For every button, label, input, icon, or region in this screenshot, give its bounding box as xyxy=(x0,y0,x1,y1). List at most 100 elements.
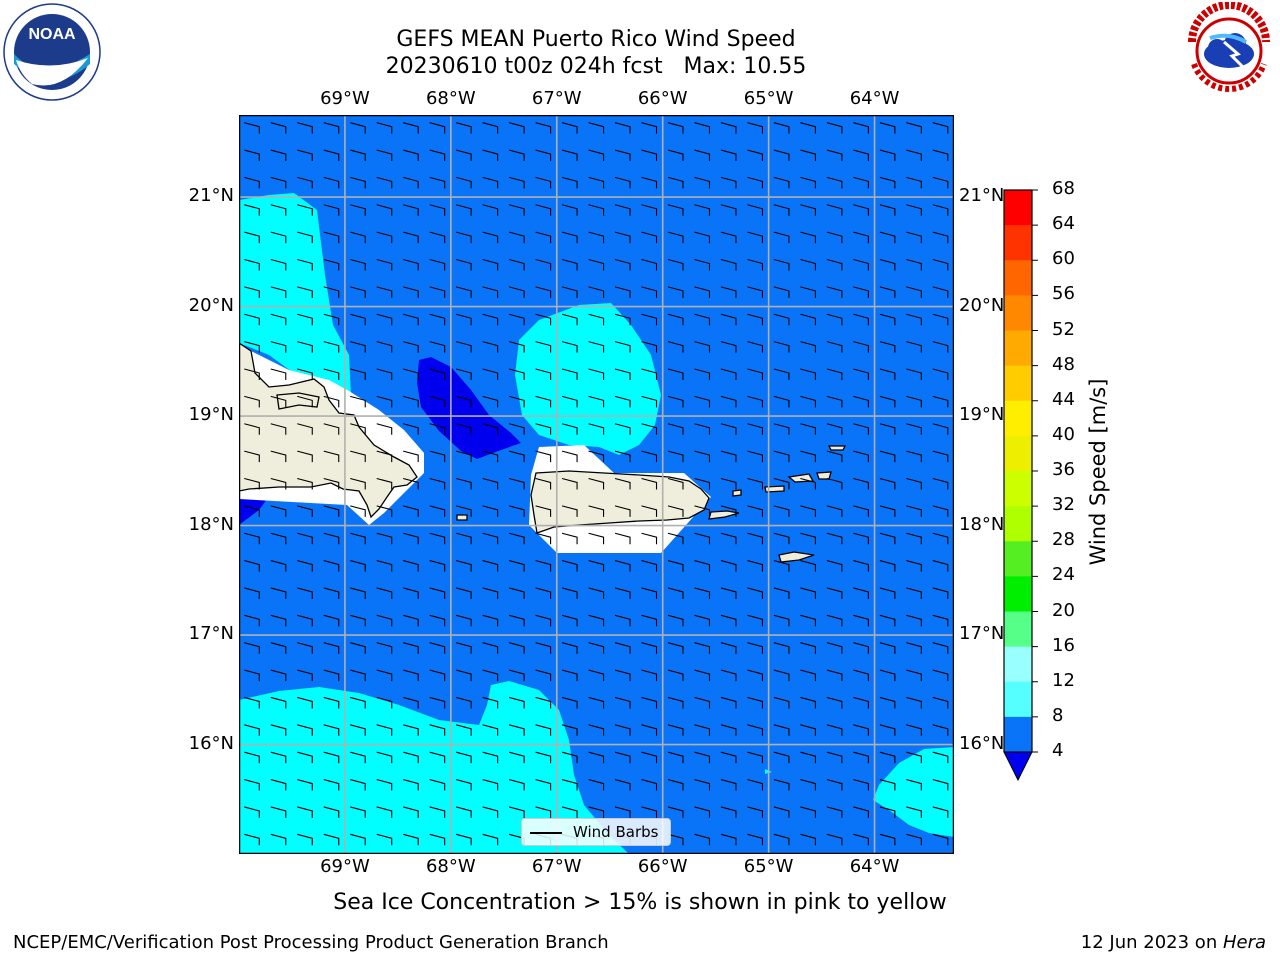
wind-barb xyxy=(614,423,631,435)
wind-barb xyxy=(667,149,684,162)
wind-barb xyxy=(244,505,260,517)
wind-barb xyxy=(588,122,605,134)
wind-barb xyxy=(906,614,922,627)
footer-date-text: 12 Jun 2023 on xyxy=(1080,932,1223,953)
wind-barb xyxy=(773,204,790,216)
wind-barb xyxy=(350,642,366,654)
wind-barb xyxy=(482,258,499,271)
wind-barb xyxy=(906,560,922,572)
wind-barb xyxy=(747,642,763,654)
wind-barb xyxy=(588,477,605,490)
wind-barb xyxy=(826,505,843,517)
colorbar-segment xyxy=(1004,681,1032,718)
wind-barb xyxy=(323,341,340,353)
wind-barb xyxy=(879,751,896,764)
wind-barb xyxy=(694,614,711,627)
wind-barb xyxy=(508,614,525,627)
wind-barb xyxy=(853,806,869,818)
wind-barb xyxy=(244,614,260,627)
wind-barb xyxy=(244,341,260,353)
wind-barb xyxy=(826,122,843,134)
wind-barb xyxy=(614,122,631,134)
wind-barb xyxy=(403,587,419,599)
wind-barb xyxy=(694,477,711,490)
wind-barb xyxy=(826,176,843,189)
wind-barb xyxy=(667,423,684,435)
wind-barb xyxy=(403,724,419,736)
wind-barb xyxy=(482,368,499,380)
latitude-label-left: 19°N xyxy=(188,404,234,426)
wind-barb xyxy=(773,751,790,764)
wind-barb xyxy=(535,231,552,244)
wind-barb xyxy=(773,560,790,572)
wind-barb xyxy=(853,423,869,435)
wind-barb xyxy=(535,395,552,408)
wind-barb xyxy=(456,258,472,271)
wind-barb xyxy=(800,313,816,326)
wind-barb xyxy=(561,532,578,545)
wind-barb xyxy=(773,231,790,244)
wind-barb xyxy=(906,395,922,408)
wind-barb xyxy=(906,669,922,682)
wind-barb xyxy=(826,258,843,271)
wind-barb xyxy=(350,505,366,517)
wind-barb xyxy=(879,341,896,353)
wind-barb xyxy=(906,149,922,162)
wind-barb xyxy=(932,286,949,298)
wind-barb xyxy=(773,614,790,627)
wind-barb xyxy=(853,505,869,517)
wind-barb xyxy=(614,696,631,709)
wind-barb xyxy=(747,341,763,353)
colorbar-tick-label: 40 xyxy=(1052,423,1075,445)
wind-barb xyxy=(694,696,711,709)
wind-barb xyxy=(482,423,499,435)
wind-barb xyxy=(906,341,922,353)
wind-barb xyxy=(667,560,684,572)
wind-barb xyxy=(297,614,313,627)
wind-barb xyxy=(720,642,737,654)
wind-barb xyxy=(429,669,446,682)
wind-barb xyxy=(482,313,499,326)
wind-barb xyxy=(482,231,499,244)
colorbar-tick-label: 20 xyxy=(1052,599,1075,621)
wind-barb xyxy=(826,833,843,846)
wind-barb xyxy=(535,368,552,380)
wind-barb xyxy=(853,532,869,545)
wind-barb xyxy=(323,724,340,736)
wind-barb xyxy=(747,751,763,764)
wind-barb xyxy=(376,341,393,353)
wind-barb xyxy=(800,122,816,134)
wind-barb xyxy=(376,368,393,380)
wind-barb xyxy=(350,477,366,490)
wind-barb xyxy=(667,669,684,682)
longitude-label-bottom: 67°W xyxy=(531,856,582,877)
wind-barb xyxy=(323,751,340,764)
wind-barb xyxy=(641,313,658,326)
wind-barb xyxy=(694,642,711,654)
wind-barb xyxy=(667,313,684,326)
map-title: GEFS MEAN Puerto Rico Wind Speed xyxy=(396,27,796,52)
wind-barb xyxy=(350,614,366,627)
wind-barb xyxy=(694,204,711,216)
wind-barb xyxy=(641,779,658,791)
wind-barb xyxy=(588,779,605,791)
latitude-label-left: 18°N xyxy=(188,513,234,535)
wind-barb xyxy=(535,696,552,709)
wind-barb xyxy=(853,286,869,298)
wind-barb xyxy=(720,286,737,298)
longitude-label-bottom: 65°W xyxy=(743,856,794,877)
wind-barb xyxy=(508,286,525,298)
wind-barb xyxy=(641,642,658,654)
wind-barb xyxy=(826,751,843,764)
wind-speed-colorbar xyxy=(1003,189,1038,782)
colorbar-tick-label: 48 xyxy=(1052,353,1075,375)
wind-barb xyxy=(323,258,340,271)
wind-barb xyxy=(297,313,313,326)
wind-barb xyxy=(376,395,393,408)
wind-barb xyxy=(482,751,499,764)
wind-barb xyxy=(614,176,631,189)
wind-barb xyxy=(535,806,552,818)
wind-barb xyxy=(614,286,631,298)
wind-barb xyxy=(297,560,313,572)
wind-barb xyxy=(773,806,790,818)
